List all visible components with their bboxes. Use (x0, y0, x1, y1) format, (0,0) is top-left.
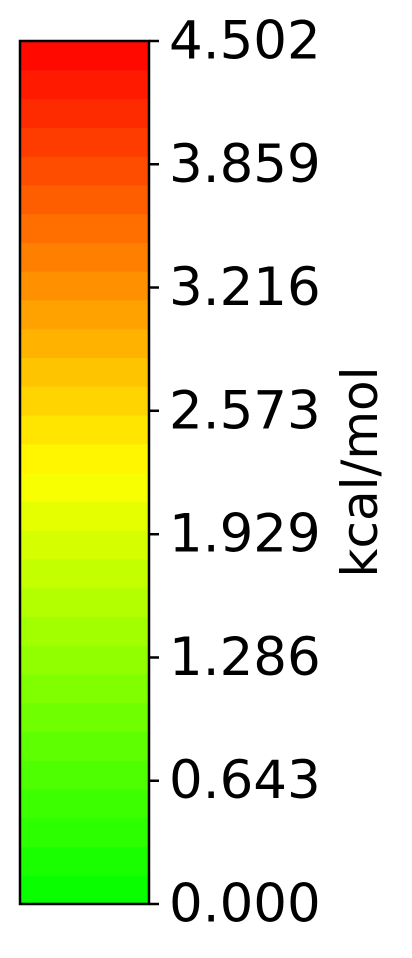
colorbar-segment (20, 846, 149, 876)
colorbar-segment (20, 788, 149, 819)
colorbar-segment (20, 242, 149, 272)
colorbar-segment (20, 127, 149, 157)
tick-label: 2.573 (169, 380, 321, 441)
colorbar-segment (20, 587, 149, 617)
colorbar-segment (20, 328, 149, 359)
colorbar-segment (20, 501, 149, 531)
tick-label: 1.929 (169, 504, 321, 565)
colorbar-segment (20, 760, 149, 790)
colorbar-axis: 0.000 0.643 1.286 1.929 2.573 3.216 3.859 4.502 (149, 11, 321, 935)
tick-label: 0.000 (169, 874, 321, 935)
colorbar-segment (20, 299, 149, 330)
colorbar-segment (20, 731, 149, 761)
colorbar-segment (20, 817, 149, 848)
tick-label: 3.859 (169, 134, 321, 195)
colorbar-segment (20, 184, 149, 215)
colorbar-segment (20, 213, 149, 243)
colorbar-segment (20, 98, 149, 128)
colorbar-segment (20, 357, 149, 387)
colorbar-segment (20, 443, 149, 474)
colorbar-gradient (20, 41, 149, 905)
axis-label: kcal/mol (331, 366, 389, 577)
colorbar-segment (20, 386, 149, 416)
colorbar-segment (20, 69, 149, 100)
colorbar-segment (20, 875, 149, 905)
colorbar-segment (20, 645, 149, 675)
tick-label: 1.286 (169, 627, 321, 688)
colorbar-segment (20, 673, 149, 704)
colorbar-segment (20, 271, 149, 301)
colorbar-segment (20, 702, 149, 732)
colorbar-segment (20, 530, 149, 560)
colorbar-segment (20, 156, 149, 186)
colorbar-frame (18, 39, 151, 906)
tick-label: 3.216 (169, 257, 321, 318)
colorbar-segment (20, 616, 149, 646)
tick-label: 0.643 (169, 750, 321, 811)
colorbar-segment (20, 41, 149, 71)
colorbar-segment (20, 414, 149, 445)
colorbar-segment (20, 472, 149, 502)
tick-label: 4.502 (169, 11, 321, 72)
colorbar-segment (20, 558, 149, 589)
